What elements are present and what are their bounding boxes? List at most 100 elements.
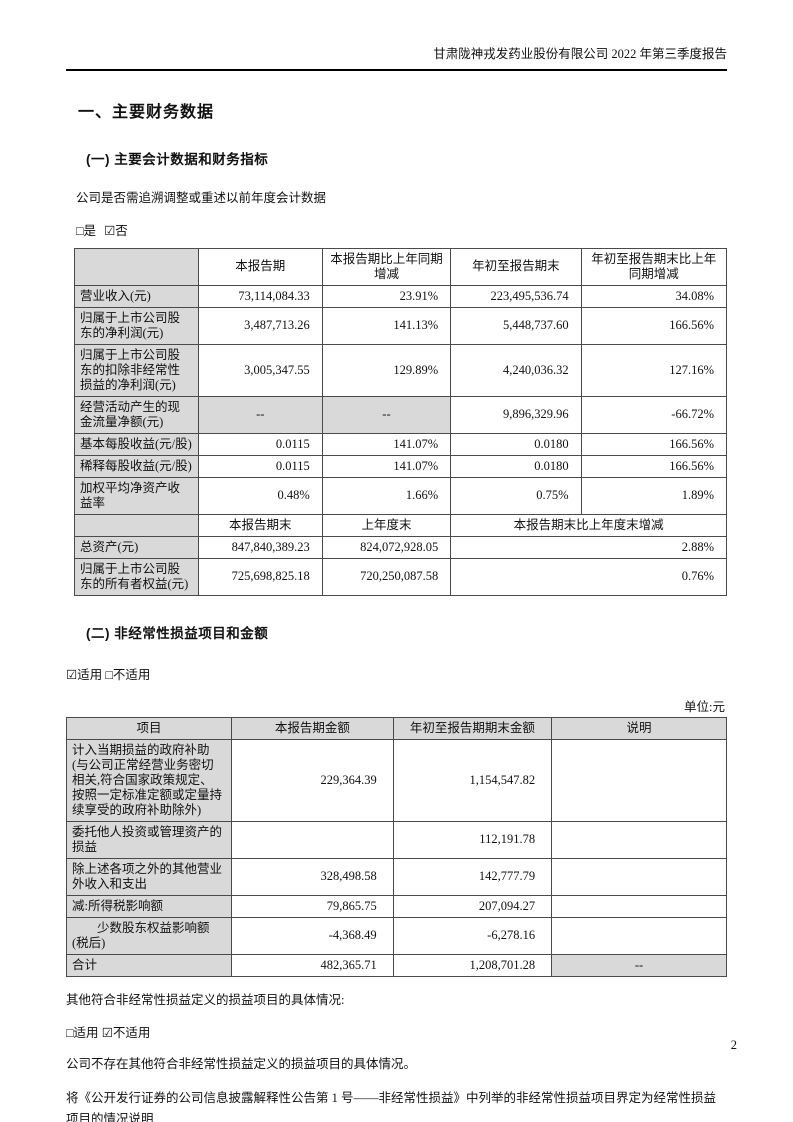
value-cell: 0.48% [197, 476, 323, 515]
table1-header-current-change: 本报告期比上年同期增减 [321, 247, 452, 286]
table-row: 委托他人投资或管理资产的损益 112,191.78 [66, 820, 727, 859]
table1-header-ytd: 年初至报告期末 [450, 247, 582, 286]
value-cell: 112,191.78 [392, 820, 553, 859]
table-row: 加权平均净资产收益率 0.48% 1.66% 0.75% 1.89% [74, 476, 728, 515]
row-label: 稀释每股收益(元/股) [74, 454, 199, 478]
value-cell: -4,368.49 [231, 916, 394, 955]
value-cell: 73,114,084.33 [197, 284, 323, 308]
value-cell: 0.0115 [197, 432, 323, 456]
table-row: 基本每股收益(元/股) 0.0115 141.07% 0.0180 166.56… [74, 432, 728, 456]
no-other-items-note: 公司不存在其他符合非经常性损益定义的损益项目的具体情况。 [66, 1056, 417, 1071]
note-cell [551, 738, 727, 822]
table1-periodend-header-row: 本报告期末 上年度末 本报告期末比上年度末增减 [74, 513, 727, 537]
row-label: 经营活动产生的现金流量净额(元) [74, 395, 199, 434]
value-cell: 328,498.58 [231, 857, 394, 896]
table2-header-row: 项目 本报告期金额 年初至报告期期末金额 说明 [66, 716, 727, 740]
value-cell: 129.89% [321, 343, 452, 397]
value-cell: 9,896,329.96 [450, 395, 582, 434]
table-row: 减:所得税影响额 79,865.75 207,094.27 [66, 894, 727, 918]
checkbox-yes: □是 [76, 223, 97, 238]
value-cell: 1,208,701.28 [392, 953, 553, 977]
value-cell: 4,240,036.32 [450, 343, 582, 397]
value-cell: -66.72% [580, 395, 728, 434]
value-cell: 166.56% [580, 306, 728, 345]
row-label: 减:所得税影响额 [66, 894, 232, 918]
note-cell [551, 820, 727, 859]
value-cell: 0.75% [450, 476, 582, 515]
value-cell: 141.07% [321, 432, 452, 456]
restate-checkbox-line: □是 ☑否 [76, 220, 727, 239]
reclassification-note: 将《公开发行证券的公司信息披露解释性公告第 1 号——非经常性损益》中列举的非经… [66, 1091, 717, 1122]
row-label-total: 合计 [66, 953, 232, 977]
value-cell: 229,364.39 [231, 738, 394, 822]
value-cell: 0.0180 [450, 432, 582, 456]
row-label: 归属于上市公司股东的扣除非经常性损益的净利润(元) [74, 343, 199, 397]
table1-header-current: 本报告期 [197, 247, 323, 286]
note-cell [551, 916, 727, 955]
note-cell [551, 894, 727, 918]
table2-header-ytd: 年初至报告期期末金额 [392, 716, 553, 740]
value-cell: 207,094.27 [392, 894, 553, 918]
value-cell: 23.91% [321, 284, 452, 308]
value-cell: -6,278.16 [392, 916, 553, 955]
checkbox-applicable-checked: ☑适用 [66, 667, 103, 682]
checkbox-not-applicable: □不适用 [105, 667, 151, 682]
value-cell: 127.16% [580, 343, 728, 397]
other-items-checkbox-line: □适用 ☑不适用 [66, 1022, 727, 1041]
page-number: 2 [730, 1038, 737, 1052]
section-one-title: (一) 主要会计数据和财务指标 [86, 152, 269, 168]
value-cell: 720,250,087.58 [321, 557, 452, 596]
table2-header-item: 项目 [66, 716, 232, 740]
value-cell: 0.0115 [197, 454, 323, 478]
table1-header-prior-year-end: 上年度末 [321, 513, 452, 537]
table-row: 计入当期损益的政府补助(与公司正常经营业务密切相关,符合国家政策规定、按照一定标… [66, 738, 727, 822]
applicable-checkbox-line: ☑适用 □不适用 [66, 664, 727, 683]
note-cell-na: -- [551, 953, 727, 977]
value-cell: 166.56% [580, 432, 728, 456]
value-cell: 847,840,389.23 [197, 535, 323, 559]
table-row: 归属于上市公司股东的所有者权益(元) 725,698,825.18 720,25… [74, 557, 727, 596]
table-row: 总资产(元) 847,840,389.23 824,072,928.05 2.8… [74, 535, 727, 559]
value-cell: 1.89% [580, 476, 728, 515]
other-items-title: 其他符合非经常性损益定义的损益项目的具体情况: [66, 992, 345, 1007]
value-cell: 166.56% [580, 454, 728, 478]
key-financials-table: 本报告期 本报告期比上年同期增减 年初至报告期末 年初至报告期末比上年同期增减 … [74, 247, 728, 596]
table1-header-end-change: 本报告期末比上年度末增减 [450, 513, 727, 537]
row-label: 营业收入(元) [74, 284, 199, 308]
table-row: 归属于上市公司股东的扣除非经常性损益的净利润(元) 3,005,347.55 1… [74, 343, 728, 397]
value-cell: 223,495,536.74 [450, 284, 582, 308]
value-cell: 5,448,737.60 [450, 306, 582, 345]
value-cell: 824,072,928.05 [321, 535, 452, 559]
value-cell: 142,777.79 [392, 857, 553, 896]
value-cell: 1,154,547.82 [392, 738, 553, 822]
value-cell-na: -- [321, 395, 452, 434]
table-row: 稀释每股收益(元/股) 0.0115 141.07% 0.0180 166.56… [74, 454, 728, 478]
value-cell: 482,365.71 [231, 953, 394, 977]
value-cell: 141.07% [321, 454, 452, 478]
value-cell: 3,487,713.26 [197, 306, 323, 345]
value-cell: 34.08% [580, 284, 728, 308]
row-label: 计入当期损益的政府补助(与公司正常经营业务密切相关,符合国家政策规定、按照一定标… [66, 738, 232, 822]
table-row: 少数股东权益影响额(税后) -4,368.49 -6,278.16 [66, 916, 727, 955]
value-cell [231, 820, 394, 859]
table-row: 经营活动产生的现金流量净额(元) -- -- 9,896,329.96 -66.… [74, 395, 728, 434]
restate-question: 公司是否需追溯调整或重述以前年度会计数据 [76, 191, 327, 206]
row-label: 归属于上市公司股东的所有者权益(元) [74, 557, 199, 596]
document-header: 甘肃陇神戎发药业股份有限公司 2022 年第三季度报告 [66, 46, 727, 72]
section-two-title: (二) 非经常性损益项目和金额 [86, 625, 269, 641]
value-cell: 1.66% [321, 476, 452, 515]
row-label: 少数股东权益影响额(税后) [66, 916, 232, 955]
table1-blank-header [74, 247, 199, 286]
checkbox-no-checked: ☑否 [104, 223, 128, 238]
row-label: 除上述各项之外的其他营业外收入和支出 [66, 857, 232, 896]
report-title: 甘肃陇神戎发药业股份有限公司 2022 年第三季度报告 [433, 47, 727, 61]
row-label: 委托他人投资或管理资产的损益 [66, 820, 232, 859]
value-cell: 0.76% [450, 557, 727, 596]
row-label: 归属于上市公司股东的净利润(元) [74, 306, 199, 345]
table-row: 归属于上市公司股东的净利润(元) 3,487,713.26 141.13% 5,… [74, 306, 728, 345]
row-label: 基本每股收益(元/股) [74, 432, 199, 456]
table-row: 营业收入(元) 73,114,084.33 23.91% 223,495,536… [74, 284, 728, 308]
table1-header-current-end: 本报告期末 [197, 513, 323, 537]
table1-blank-subheader [74, 513, 199, 537]
